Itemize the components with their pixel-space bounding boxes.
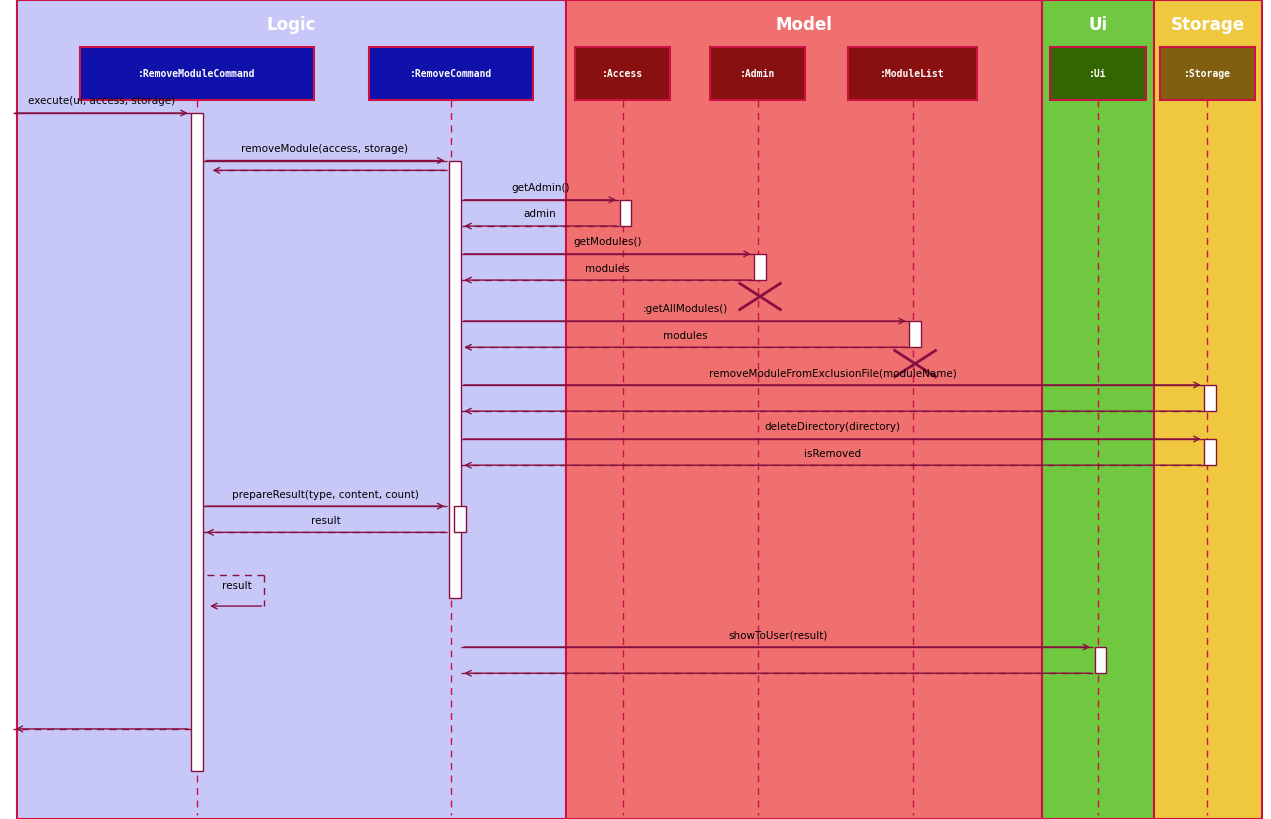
Text: getModules(): getModules()	[573, 238, 642, 247]
Text: admin: admin	[524, 210, 557, 219]
Bar	[848, 47, 977, 100]
Text: showToUser(result): showToUser(result)	[728, 631, 827, 640]
Text: :Storage: :Storage	[1185, 69, 1230, 79]
Bar	[1205, 439, 1216, 465]
Bar	[191, 113, 203, 771]
Text: Ui: Ui	[1088, 16, 1108, 34]
Text: modules: modules	[662, 331, 708, 341]
Text: isRemoved: isRemoved	[805, 449, 860, 459]
Text: :Ui: :Ui	[1089, 69, 1107, 79]
Bar	[449, 161, 461, 598]
Bar	[1096, 647, 1106, 673]
Text: :ModuleList: :ModuleList	[881, 69, 944, 79]
Text: prepareResult(type, content, count): prepareResult(type, content, count)	[231, 490, 419, 500]
Text: Storage: Storage	[1171, 16, 1246, 34]
Text: result: result	[222, 581, 252, 591]
Bar	[1159, 47, 1254, 100]
Bar	[566, 0, 1042, 819]
Bar	[755, 254, 765, 280]
Text: result: result	[310, 516, 341, 526]
Bar	[1042, 0, 1154, 819]
Text: :getAllModules(): :getAllModules()	[642, 305, 728, 314]
Text: :Admin: :Admin	[740, 69, 775, 79]
Text: removeModule(access, storage): removeModule(access, storage)	[240, 144, 408, 154]
Text: :Access: :Access	[602, 69, 643, 79]
Bar	[1205, 385, 1216, 411]
Bar	[1051, 47, 1146, 100]
Text: execute(ui, access, storage): execute(ui, access, storage)	[28, 97, 175, 106]
Bar	[370, 47, 533, 100]
Text: modules: modules	[585, 264, 630, 274]
Bar	[455, 506, 465, 532]
Bar	[17, 0, 566, 819]
Text: deleteDirectory(directory): deleteDirectory(directory)	[764, 423, 901, 432]
Text: Model: Model	[775, 16, 833, 34]
Text: :RemoveModuleCommand: :RemoveModuleCommand	[139, 69, 255, 79]
Bar	[620, 200, 630, 226]
Bar	[1154, 0, 1262, 819]
Text: removeModuleFromExclusionFile(moduleName): removeModuleFromExclusionFile(moduleName…	[709, 369, 956, 378]
Bar	[910, 321, 920, 347]
Bar	[576, 47, 671, 100]
Bar	[709, 47, 806, 100]
Text: Logic: Logic	[267, 16, 315, 34]
Text: getAdmin(): getAdmin()	[511, 183, 569, 193]
Text: :RemoveCommand: :RemoveCommand	[411, 69, 492, 79]
Bar	[80, 47, 314, 100]
